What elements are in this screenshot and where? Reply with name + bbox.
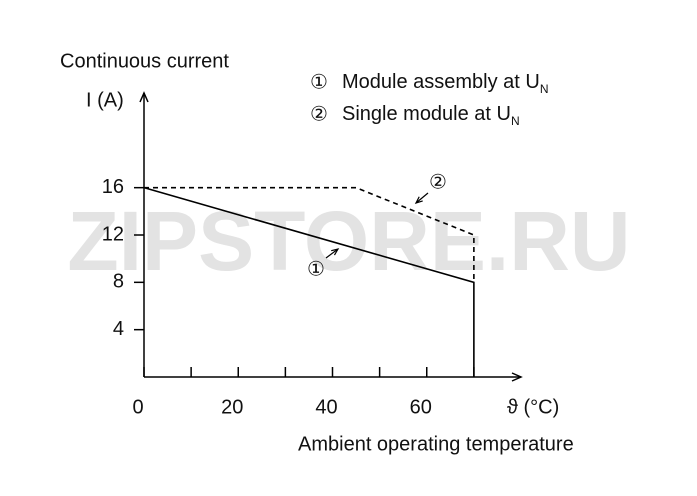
y-tick-label: 4	[113, 318, 124, 340]
callout-arrowhead	[331, 248, 340, 256]
x-arrow	[511, 372, 523, 382]
y-axis-unit: I (A)	[86, 89, 124, 111]
legend-subscript: N	[511, 114, 520, 128]
x-tick-label: 60	[410, 396, 432, 418]
x-tick-label: 0	[132, 396, 143, 418]
legend-label: Module assembly at UN	[342, 71, 549, 96]
legend-label: Single module at UN	[342, 103, 520, 128]
x-axis-unit: ϑ (°C)	[507, 396, 559, 418]
line-series	[144, 186, 475, 283]
legend-subscript: N	[540, 82, 549, 96]
y-tick-label: 8	[113, 271, 124, 293]
y-tick-label: 16	[102, 176, 124, 198]
y-tick-label: 12	[102, 223, 124, 245]
legend-marker: ①	[310, 71, 328, 93]
line-series	[143, 186, 475, 377]
x-tick-label: 20	[221, 396, 243, 418]
callout-arrow	[325, 248, 339, 259]
line-callout: ①	[307, 258, 325, 280]
legend-text: Single module at U	[342, 103, 511, 125]
legend-marker: ②	[310, 103, 328, 125]
x-tick-label: 40	[315, 396, 337, 418]
y-arrow	[139, 91, 149, 103]
callout-arrowhead	[414, 196, 423, 204]
watermark: ZIPSTORE.RU	[67, 194, 630, 288]
callout-arrow	[415, 192, 429, 204]
line-callout: ②	[429, 171, 447, 193]
x-axis-label: Ambient operating temperature	[298, 433, 574, 455]
legend-text: Module assembly at U	[342, 71, 540, 93]
y-axis-label: Continuous current	[60, 50, 229, 72]
